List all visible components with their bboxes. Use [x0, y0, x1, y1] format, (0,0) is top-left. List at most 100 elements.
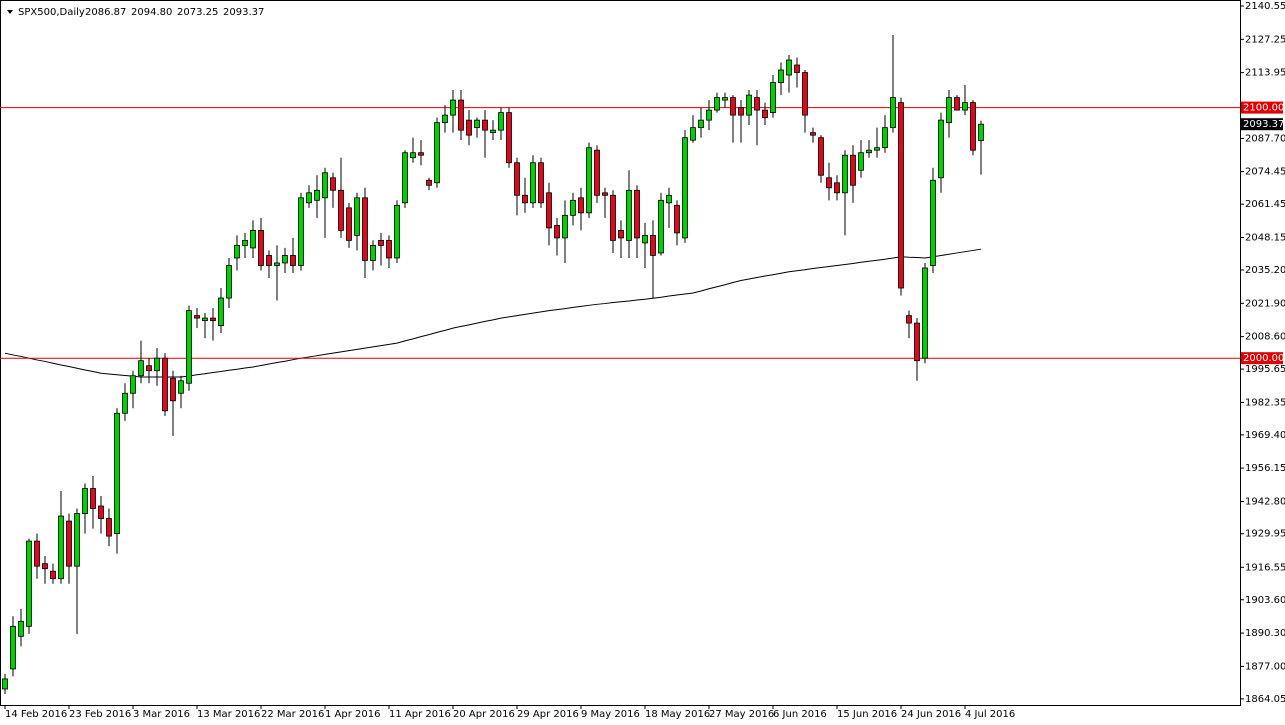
ohlc-value: 2073.25	[177, 7, 218, 18]
candle-body	[306, 192, 312, 204]
candle-body	[66, 520, 72, 567]
candle-body	[610, 194, 616, 241]
candle-body	[194, 315, 200, 319]
x-tick-label: 20 Apr 2016	[453, 709, 515, 720]
y-tick-label: 1956.15	[1245, 463, 1285, 474]
candle-body	[882, 127, 888, 149]
candle-body	[10, 625, 16, 670]
candle-body	[298, 197, 304, 266]
y-tick-label: 1942.80	[1245, 497, 1285, 508]
candle-body	[258, 229, 264, 266]
level-label-bg	[1241, 352, 1283, 365]
candle-body	[570, 199, 576, 216]
candle-body	[506, 112, 512, 164]
candle-body	[786, 59, 792, 76]
candle-body	[170, 377, 176, 402]
candle-body	[898, 102, 904, 289]
x-tick-label: 23 Feb 2016	[69, 709, 131, 720]
candle-body	[866, 149, 872, 154]
candle-body	[954, 97, 960, 111]
candle-body	[202, 317, 208, 322]
candle-body	[778, 69, 784, 83]
y-tick-label: 1890.30	[1245, 628, 1285, 639]
y-tick-label: 2113.95	[1245, 68, 1285, 79]
candle-body	[674, 204, 680, 234]
candle-body	[178, 380, 184, 394]
candle-body	[834, 182, 840, 194]
candle-body	[322, 172, 328, 199]
x-tick-label: 29 Apr 2016	[517, 709, 579, 720]
candle-body	[490, 129, 496, 134]
candle-body	[114, 412, 120, 534]
candle-body	[98, 505, 104, 519]
candle-body	[82, 488, 88, 514]
candle-body	[242, 240, 248, 246]
candle-body	[850, 154, 856, 186]
candle-body	[618, 229, 624, 239]
candle-body	[562, 214, 568, 239]
candle-body	[962, 102, 968, 111]
candle-body	[154, 357, 160, 372]
y-tick-label: 1864.05	[1245, 694, 1285, 705]
candle-body	[330, 177, 336, 191]
candle-body	[906, 315, 912, 324]
candle-body	[650, 235, 656, 256]
candle-body	[442, 114, 448, 124]
candle-body	[554, 224, 560, 239]
candle-body	[482, 119, 488, 131]
candle-body	[858, 152, 864, 171]
candle-body	[730, 97, 736, 116]
candle-body	[434, 122, 440, 184]
candle-body	[34, 540, 40, 567]
candle-body	[394, 204, 400, 259]
candle-body	[122, 392, 128, 414]
menu-arrow[interactable]	[7, 10, 13, 14]
candle-body	[658, 199, 664, 254]
candle-body	[274, 262, 280, 266]
candle-body	[106, 518, 112, 537]
candle-body	[146, 365, 152, 372]
candle-body	[874, 147, 880, 151]
candle-body	[370, 245, 376, 261]
x-tick-label: 3 Mar 2016	[133, 709, 190, 720]
x-tick-label: 27 May 2016	[709, 709, 774, 720]
candle-body	[282, 255, 288, 264]
candle-body	[802, 72, 808, 116]
x-tick-label: 4 Jul 2016	[965, 709, 1015, 720]
ohlc-value: 2093.37	[223, 7, 264, 18]
level-label: 2000.00	[1243, 353, 1284, 364]
ohlc-value: 2094.80	[131, 7, 172, 18]
candle-body	[210, 317, 216, 322]
x-tick-label: 24 Jun 2016	[901, 709, 961, 720]
plot-frame	[0, 0, 1241, 706]
y-tick-label: 1995.65	[1245, 364, 1285, 375]
y-tick-label: 1916.55	[1245, 562, 1285, 573]
y-tick-label: 2008.60	[1245, 332, 1285, 343]
candle-body	[826, 177, 832, 189]
candle-body	[26, 540, 32, 627]
x-tick-label: 18 May 2016	[645, 709, 710, 720]
candle-body	[666, 194, 672, 204]
candle-body	[514, 162, 520, 196]
level-label-bg	[1241, 101, 1283, 114]
y-tick-label: 2140.55	[1245, 1, 1285, 12]
y-tick-label: 1877.00	[1245, 661, 1285, 672]
level-label: 2100.00	[1243, 103, 1284, 114]
y-tick-label: 2021.90	[1245, 298, 1285, 309]
candle-body	[410, 152, 416, 159]
candle-body	[946, 97, 952, 124]
candle-body	[346, 207, 352, 241]
candle-body	[418, 152, 424, 156]
candle-body	[162, 357, 168, 412]
candle-body	[458, 99, 464, 131]
y-tick-label: 2061.45	[1245, 199, 1285, 210]
candle-body	[690, 127, 696, 141]
candle-body	[682, 137, 688, 239]
y-tick-label: 2127.25	[1245, 34, 1285, 45]
candle-body	[770, 82, 776, 114]
candle-body	[186, 310, 192, 384]
candle-body	[354, 197, 360, 236]
y-tick-label: 2035.20	[1245, 265, 1285, 276]
candle-body	[466, 119, 472, 136]
candle-body	[450, 99, 456, 116]
